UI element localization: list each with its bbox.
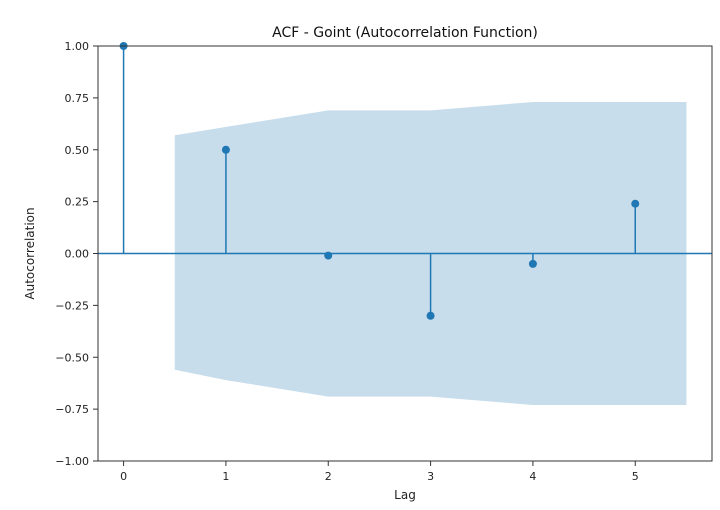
x-tick-label: 4 xyxy=(529,470,536,483)
y-tick-label: −0.50 xyxy=(55,351,89,364)
stem-marker-lag-1 xyxy=(221,145,230,154)
x-tick-label: 3 xyxy=(427,470,434,483)
chart-title: ACF - Goint (Autocorrelation Function) xyxy=(272,25,538,41)
stem-marker-lag-3 xyxy=(426,311,435,320)
y-tick-label: 0.25 xyxy=(65,196,90,209)
x-axis-label: Lag xyxy=(394,488,416,502)
x-tick-label: 1 xyxy=(222,470,229,483)
stem-marker-lag-2 xyxy=(324,251,333,260)
y-tick-label: −1.00 xyxy=(55,455,89,468)
stem-marker-lag-4 xyxy=(528,259,537,268)
y-tick-label: −0.25 xyxy=(55,299,89,312)
x-tick-layer: 0 1 2 3 4 5 xyxy=(120,461,639,483)
x-tick-label: 0 xyxy=(120,470,127,483)
y-tick-layer: 1.00 0.75 0.50 0.25 0.00 −0.25 −0.50 −0.75 −1.00 xyxy=(55,40,98,468)
y-axis-label: Autocorrelation xyxy=(23,207,37,299)
y-tick-label: 1.00 xyxy=(65,40,90,53)
stem-marker-lag-5 xyxy=(631,199,640,208)
y-tick-label: 0.50 xyxy=(65,144,90,157)
y-tick-label: −0.75 xyxy=(55,403,89,416)
x-tick-label: 5 xyxy=(632,470,639,483)
y-tick-label: 0.00 xyxy=(65,248,90,261)
x-tick-label: 2 xyxy=(325,470,332,483)
y-tick-label: 0.75 xyxy=(65,92,90,105)
stem-layer xyxy=(119,42,640,320)
